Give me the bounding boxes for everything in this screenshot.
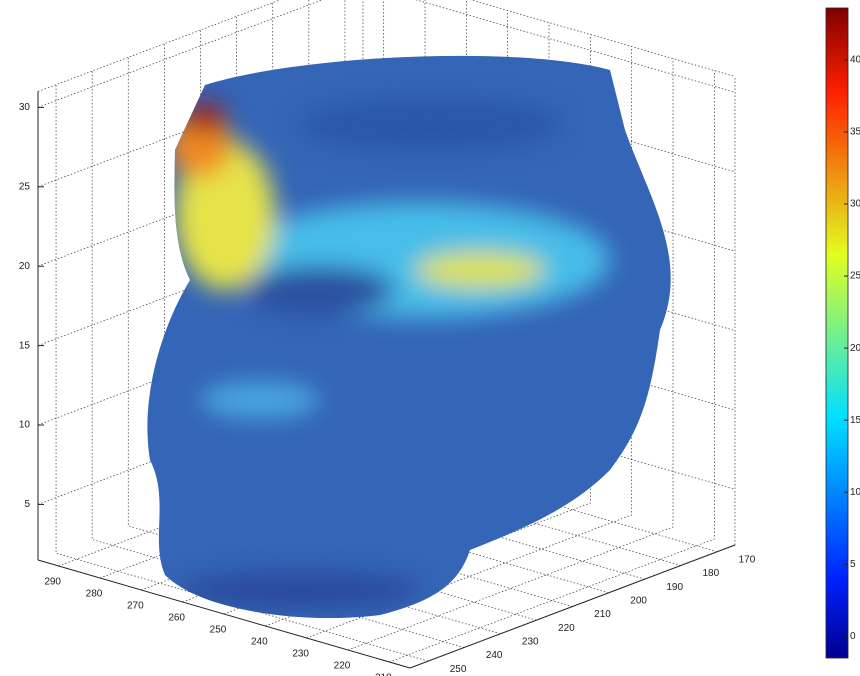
y-tick-label: 230 bbox=[522, 636, 539, 647]
colorbar-tick-label: 25 bbox=[850, 271, 860, 282]
z-tick-label: 25 bbox=[19, 181, 31, 192]
x-tick-label: 240 bbox=[251, 637, 268, 648]
x-tick-label: 270 bbox=[127, 601, 144, 612]
surface-hot bbox=[415, 252, 545, 288]
x-tick-label: 280 bbox=[86, 589, 103, 600]
y-tick-label: 200 bbox=[630, 595, 647, 606]
colorbar: 0 5 10 15 20 25 30 35 40 bbox=[826, 8, 860, 658]
y-tick-label: 180 bbox=[702, 568, 719, 579]
y-tick-label: 210 bbox=[594, 609, 611, 620]
colorbar-tick-label: 5 bbox=[850, 559, 856, 570]
x-tick-label: 260 bbox=[168, 613, 185, 624]
colorbar-tick-label: 15 bbox=[850, 415, 860, 426]
y-tick-label: 240 bbox=[486, 650, 503, 661]
surface-shadow bbox=[180, 572, 420, 608]
colorbar-tick-label: 20 bbox=[850, 343, 860, 354]
chart: 5101520253029028027026025024023022021025… bbox=[0, 0, 860, 676]
surface-hot bbox=[185, 103, 225, 133]
colorbar-scale bbox=[826, 8, 848, 658]
x-tick-label: 250 bbox=[210, 625, 227, 636]
x-tick-label: 230 bbox=[292, 649, 309, 660]
surface-shadow bbox=[245, 266, 395, 314]
surface-band bbox=[200, 382, 320, 418]
x-tick-label: 220 bbox=[334, 661, 351, 672]
z-tick-label: 20 bbox=[19, 261, 31, 272]
z-tick-label: 5 bbox=[24, 499, 30, 510]
colorbar-tick-label: 35 bbox=[850, 127, 860, 138]
colorbar-tick-label: 0 bbox=[850, 631, 856, 642]
x-tick-label: 290 bbox=[44, 577, 61, 588]
colorbar-tick-label: 40 bbox=[850, 55, 860, 66]
colorbar-tick-label: 10 bbox=[850, 487, 860, 498]
colorbar-tick-label: 30 bbox=[850, 199, 860, 210]
surface-rim bbox=[300, 99, 560, 151]
y-tick-label: 250 bbox=[450, 664, 467, 675]
z-tick-label: 15 bbox=[19, 340, 31, 351]
z-tick-label: 10 bbox=[19, 420, 31, 431]
z-tick-label: 30 bbox=[19, 102, 31, 113]
y-tick-label: 170 bbox=[739, 554, 756, 565]
x-tick-label: 210 bbox=[375, 673, 392, 676]
surface bbox=[140, 40, 680, 640]
y-tick-label: 220 bbox=[558, 623, 575, 634]
y-tick-label: 190 bbox=[666, 582, 683, 593]
